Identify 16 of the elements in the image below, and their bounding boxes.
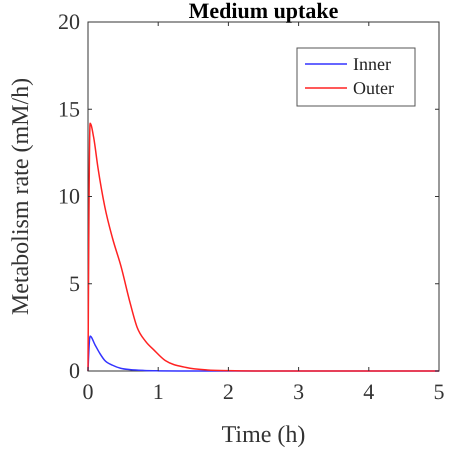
x-tick-label: 3 — [293, 379, 304, 404]
legend-label: Outer — [353, 78, 394, 98]
x-tick-label: 5 — [434, 379, 444, 404]
x-tick-label: 1 — [152, 379, 164, 404]
y-axis-title: Metabolism rate (mM/h) — [8, 78, 34, 316]
line-series — [87, 122, 440, 372]
y-tick-label: 0 — [69, 358, 80, 383]
chart-title: Medium uptake — [188, 0, 339, 23]
x-tick-label: 4 — [363, 379, 374, 404]
x-tick-label: 2 — [222, 379, 234, 404]
y-tick-label: 15 — [58, 96, 80, 122]
x-axis-title: Time (h) — [222, 422, 306, 448]
y-tick-label: 5 — [69, 270, 80, 296]
legend-label: Inner — [353, 54, 391, 74]
y-tick-label: 20 — [58, 9, 80, 34]
y-tick-label: 10 — [58, 184, 80, 208]
